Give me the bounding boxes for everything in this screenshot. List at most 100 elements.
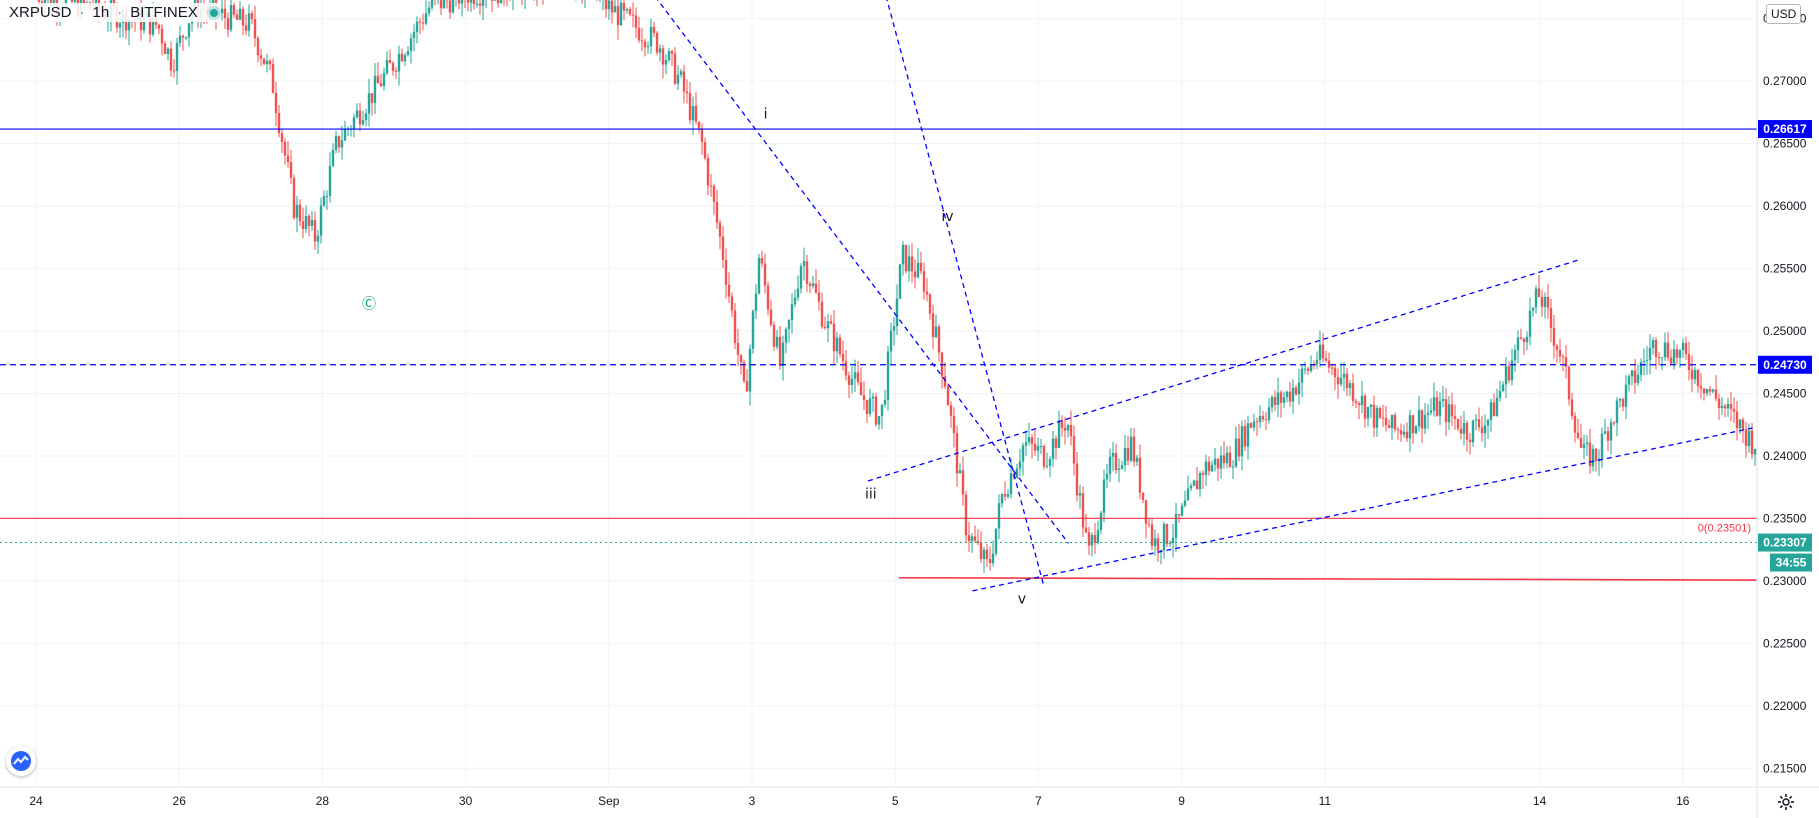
candle	[943, 362, 947, 389]
time-tick-label: 26	[173, 794, 187, 808]
currency-button[interactable]: USD	[1766, 4, 1802, 24]
candle	[661, 45, 665, 79]
candle	[1441, 385, 1445, 408]
candle	[1504, 356, 1508, 399]
candle	[1456, 418, 1460, 432]
candle	[652, 21, 656, 38]
candle	[985, 543, 989, 567]
candle	[1033, 429, 1037, 456]
candle	[379, 73, 383, 88]
candle	[1369, 403, 1373, 418]
gear-icon[interactable]	[1775, 791, 1797, 813]
tradingview-logo-icon[interactable]	[6, 746, 36, 776]
candle	[1402, 424, 1406, 438]
candle	[1246, 415, 1250, 460]
candle	[127, 17, 131, 46]
candle	[1216, 458, 1220, 481]
price-tick-label: 0.21500	[1763, 761, 1807, 775]
candle	[610, 0, 614, 24]
candle	[757, 253, 761, 295]
price-tick-label: 0.24000	[1763, 449, 1807, 463]
candle	[1378, 406, 1382, 420]
candle	[769, 300, 773, 327]
candle	[1387, 419, 1391, 429]
time-tick-label: 16	[1676, 794, 1690, 808]
price-label: 0.24730	[1763, 358, 1807, 372]
candle	[1585, 435, 1589, 457]
candle	[760, 250, 764, 268]
candle	[424, 0, 428, 26]
candle	[394, 67, 398, 79]
price-label-box	[1758, 355, 1812, 374]
candle	[346, 126, 350, 137]
candle	[412, 24, 416, 52]
candle	[292, 174, 296, 220]
candle	[1645, 345, 1649, 375]
candle	[931, 304, 935, 350]
candle	[1240, 420, 1244, 471]
candle	[1030, 433, 1034, 459]
candle	[1492, 393, 1496, 417]
candle	[403, 52, 407, 67]
candle	[361, 110, 365, 126]
candle	[826, 313, 830, 343]
candle	[658, 44, 662, 62]
symbol-header[interactable]: XRPUSD · 1h · BITFINEX	[6, 3, 221, 22]
candle	[850, 366, 854, 394]
price-tick-label: 0.23000	[1763, 574, 1807, 588]
interval-label[interactable]: 1h	[92, 4, 110, 21]
candle	[307, 213, 311, 237]
time-tick-label: 3	[749, 794, 756, 808]
candle	[1075, 451, 1079, 502]
candle	[382, 67, 386, 91]
candle	[1414, 424, 1418, 435]
candle	[988, 546, 992, 571]
candle	[1747, 423, 1751, 453]
price-label-box	[1758, 533, 1812, 552]
candle	[340, 125, 344, 160]
candle	[919, 251, 923, 275]
candle	[316, 229, 320, 254]
candle	[1591, 444, 1595, 472]
candle	[1009, 458, 1013, 499]
candle	[1654, 337, 1658, 370]
candle	[1261, 411, 1265, 423]
candle	[1732, 397, 1736, 424]
candle	[496, 0, 500, 8]
price-tick-label: 0.22000	[1763, 699, 1807, 713]
candle	[1648, 334, 1652, 375]
candle	[1096, 520, 1100, 545]
candle	[1336, 368, 1340, 399]
symbol-name[interactable]: XRPUSD	[9, 4, 72, 21]
candle	[575, 0, 577, 1]
candle	[289, 149, 293, 184]
candle	[640, 28, 644, 52]
candle	[1156, 533, 1160, 562]
time-tick-label: 11	[1319, 794, 1332, 808]
candle	[367, 78, 371, 127]
candles	[37, 0, 1819, 573]
candle	[1657, 352, 1661, 366]
candle	[1603, 418, 1607, 435]
candle	[376, 62, 380, 84]
candle	[1213, 447, 1217, 472]
candle	[1024, 430, 1028, 457]
candle	[1405, 422, 1409, 442]
candle	[781, 335, 785, 381]
candle	[1594, 447, 1598, 472]
candle	[455, 0, 457, 7]
candle	[829, 314, 833, 325]
candle	[1357, 401, 1361, 419]
price-tick-label: 0.26000	[1763, 199, 1807, 213]
candle	[1081, 486, 1085, 538]
candle	[542, 0, 544, 5]
candle	[1306, 366, 1310, 376]
candle	[1045, 452, 1049, 469]
candle	[427, 1, 431, 17]
candle	[1522, 337, 1526, 355]
grid	[0, 0, 1757, 787]
candle	[1309, 355, 1313, 373]
candle	[940, 351, 944, 389]
candle	[298, 199, 302, 227]
